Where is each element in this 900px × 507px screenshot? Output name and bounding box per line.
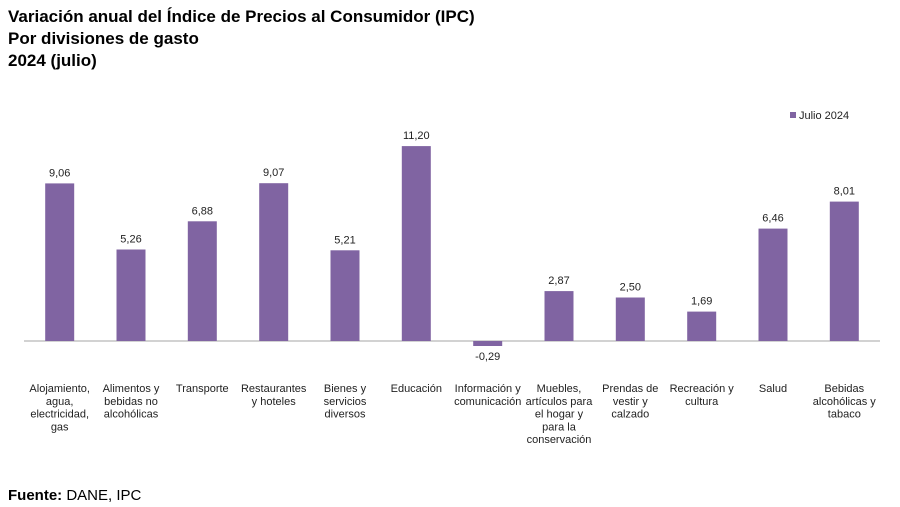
bar-0 xyxy=(45,183,75,341)
category-label-10-line-0: Salud xyxy=(759,383,787,395)
category-label-11-line-1: alcohólicas y xyxy=(813,396,876,408)
chart-subtitle: Por divisiones de gasto xyxy=(8,29,199,48)
legend-label: Julio 2024 xyxy=(799,110,849,122)
chart-title-block: Variación anual del Índice de Precios al… xyxy=(8,6,475,72)
data-label-10: 6,46 xyxy=(762,213,783,225)
source-note: Fuente: DANE, IPC xyxy=(8,487,141,504)
category-label-0-line-0: Alojamiento, xyxy=(29,383,90,395)
bar-6 xyxy=(473,341,503,346)
category-label-7-line-1: artículos para xyxy=(526,396,594,408)
data-label-6: -0,29 xyxy=(475,351,500,363)
category-label-9-line-0: Recreación y xyxy=(670,383,735,395)
category-label-0-line-1: agua, xyxy=(46,396,74,408)
category-label-6-line-0: Información y xyxy=(455,383,522,395)
chart-title: Variación anual del Índice de Precios al… xyxy=(8,7,475,26)
category-label-1-line-2: alcohólicas xyxy=(104,409,159,421)
bar-4 xyxy=(330,250,360,341)
category-label-3-line-1: y hoteles xyxy=(252,396,297,408)
data-label-11: 8,01 xyxy=(834,186,855,198)
data-label-5: 11,20 xyxy=(403,130,430,142)
category-label-8-line-0: Prendas de xyxy=(602,383,658,395)
category-label-4-line-2: diversos xyxy=(325,409,366,421)
category-label-11-line-0: Bebidas xyxy=(824,383,864,395)
bar-10 xyxy=(758,228,788,341)
category-label-0-line-3: gas xyxy=(51,421,69,433)
bar-8 xyxy=(615,297,645,341)
category-label-8-line-1: vestir y xyxy=(613,396,648,408)
data-label-4: 5,21 xyxy=(334,234,355,246)
bar-3 xyxy=(259,183,289,341)
data-label-9: 1,69 xyxy=(691,296,712,308)
category-label-5-line-0: Educación xyxy=(391,383,442,395)
data-label-7: 2,87 xyxy=(548,275,569,287)
source-text: DANE, IPC xyxy=(66,487,142,504)
data-label-1: 5,26 xyxy=(120,234,141,246)
data-label-0: 9,06 xyxy=(49,167,70,179)
bar-9 xyxy=(687,311,717,341)
category-label-7-line-0: Muebles, xyxy=(537,383,582,395)
category-label-7-line-2: el hogar y xyxy=(535,409,584,421)
category-label-4-line-1: servicios xyxy=(324,396,367,408)
category-label-3-line-0: Restaurantes xyxy=(241,383,307,395)
bar-11 xyxy=(829,201,859,341)
legend-swatch xyxy=(790,112,796,118)
category-label-7-line-4: conservación xyxy=(527,434,592,446)
category-label-6-line-1: comunicación xyxy=(454,396,521,408)
data-label-3: 9,07 xyxy=(263,167,284,179)
category-label-11-line-2: tabaco xyxy=(828,409,861,421)
bar-7 xyxy=(544,291,574,341)
bar-1 xyxy=(116,249,146,341)
data-label-8: 2,50 xyxy=(620,282,641,294)
category-label-4-line-0: Bienes y xyxy=(324,383,367,395)
chart-period: 2024 (julio) xyxy=(8,51,97,70)
category-label-2-line-0: Transporte xyxy=(176,383,229,395)
category-label-7-line-3: para la xyxy=(542,421,577,433)
category-label-8-line-2: calzado xyxy=(611,409,649,421)
category-label-9-line-1: cultura xyxy=(685,396,719,408)
category-label-1-line-1: bebidas no xyxy=(104,396,158,408)
category-label-0-line-2: electricidad, xyxy=(30,409,89,421)
data-label-2: 6,88 xyxy=(192,205,213,217)
source-label: Fuente: xyxy=(8,487,63,504)
bar-5 xyxy=(401,146,431,341)
category-label-1-line-0: Alimentos y xyxy=(103,383,160,395)
bar-2 xyxy=(187,221,217,341)
